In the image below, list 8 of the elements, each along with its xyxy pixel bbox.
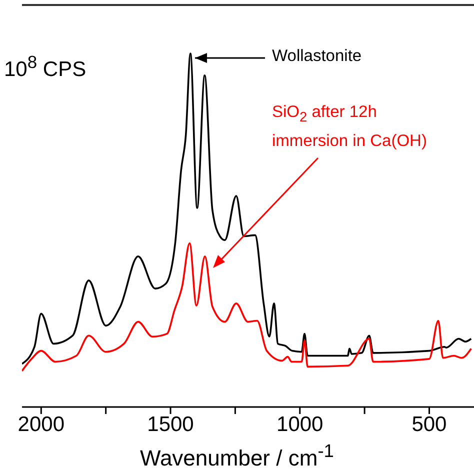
text: SiO$_{2}$ after 12h immersion in Ca(OH) (272, 102, 428, 152)
x-tick-label: 1500 (147, 412, 194, 436)
x-tick-label: 2000 (18, 412, 65, 436)
x-tick-label: 1000 (276, 412, 324, 436)
legend-label: Wollastonite (272, 46, 363, 67)
x-tick-label: 500 (412, 412, 447, 436)
x-axis-title: Wavenumber / cm$^{-1}$ (139, 440, 335, 472)
annotation: 10$^{8}$ CPS (4, 52, 86, 82)
